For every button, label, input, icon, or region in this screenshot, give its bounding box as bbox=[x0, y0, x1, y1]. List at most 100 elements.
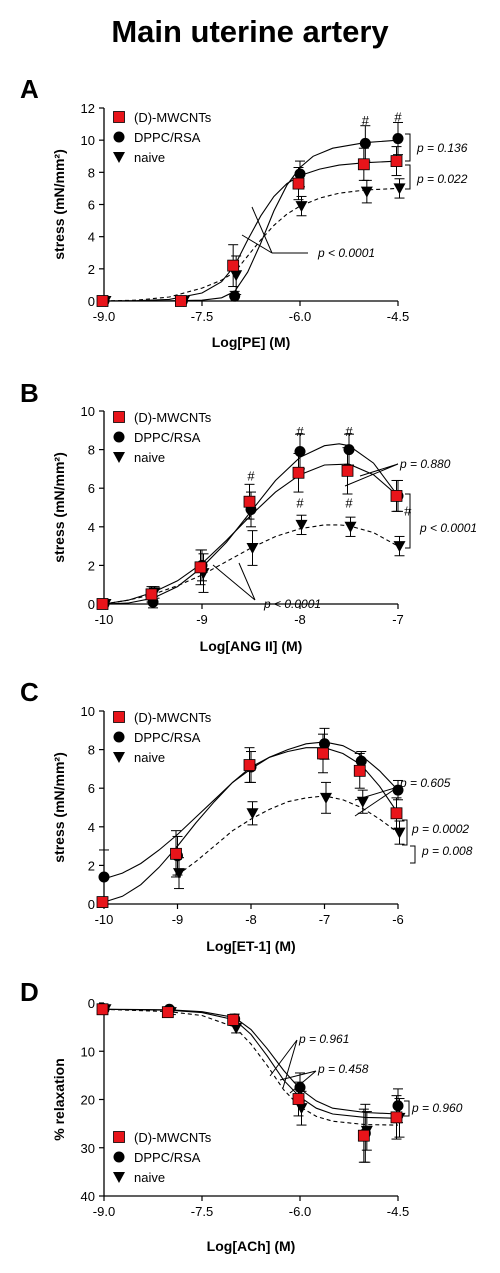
data-point bbox=[96, 896, 109, 908]
y-tick-label: 40 bbox=[81, 1189, 95, 1204]
significance-mark: # bbox=[394, 110, 402, 125]
fit-curve bbox=[103, 160, 399, 302]
y-tick-label: 0 bbox=[88, 996, 95, 1011]
fit-curve bbox=[103, 187, 399, 302]
data-point bbox=[194, 561, 207, 574]
data-point bbox=[96, 598, 109, 610]
data-point bbox=[392, 133, 404, 145]
data-point bbox=[393, 827, 406, 839]
annotation-line bbox=[405, 493, 411, 549]
panel-a: A 0 2 4 6 8 10 12 -9.0 -7.5 -6.0 -4.5 Log[PE] (M) str… bbox=[20, 74, 409, 350]
x-tick-label: -8 bbox=[245, 912, 257, 927]
y-tick-label: 8 bbox=[88, 743, 95, 758]
legend-marker bbox=[113, 711, 125, 723]
data-point bbox=[295, 201, 308, 213]
x-tick-label: -4.5 bbox=[387, 309, 409, 324]
data-point bbox=[319, 738, 330, 750]
annotation-line bbox=[405, 133, 411, 162]
data-point bbox=[390, 1111, 403, 1124]
legend-marker bbox=[113, 452, 125, 463]
fit-curve bbox=[103, 1008, 399, 1126]
fit-curve bbox=[103, 139, 399, 302]
x-tick-label: -7 bbox=[392, 612, 404, 627]
x-tick-label: -7 bbox=[319, 912, 331, 927]
p-value-label: p = 0.022 bbox=[416, 172, 468, 186]
data-point bbox=[355, 755, 367, 767]
y-tick-label: 12 bbox=[81, 101, 95, 116]
annotation-line bbox=[269, 1039, 298, 1089]
y-tick-label: 2 bbox=[88, 262, 95, 277]
p-value-label: p < 0.0001 bbox=[317, 246, 375, 260]
x-tick-label: -6.0 bbox=[289, 309, 311, 324]
x-tick-label: -4.5 bbox=[387, 1204, 409, 1219]
data-point bbox=[246, 808, 259, 820]
y-tick-label: 4 bbox=[88, 820, 95, 835]
y-tick-label: 0 bbox=[88, 294, 95, 309]
legend-marker bbox=[113, 1131, 125, 1143]
data-point bbox=[357, 158, 370, 171]
panel-b: B 0 2 4 6 8 10 -10 -9 -8 -7 Log[ANG II] (M) stress (… bbox=[20, 378, 412, 654]
panel-letter: C bbox=[20, 677, 39, 707]
y-tick-label: 2 bbox=[88, 858, 95, 873]
p-value-label: p = 0.136 bbox=[416, 141, 468, 155]
data-point bbox=[357, 1129, 370, 1142]
legend-label: naive bbox=[134, 1170, 165, 1185]
data-point bbox=[294, 1081, 306, 1093]
x-axis-title: Log[ANG II] (M) bbox=[200, 638, 303, 654]
p-value-label: p < 0.0001 bbox=[419, 521, 477, 535]
x-axis-title: Log[ACh] (M) bbox=[207, 1238, 296, 1254]
y-tick-label: 2 bbox=[88, 558, 95, 573]
data-point bbox=[145, 588, 158, 601]
data-point bbox=[96, 295, 109, 307]
significance-mark: # bbox=[345, 496, 353, 511]
y-tick-label: 4 bbox=[88, 230, 95, 245]
data-point bbox=[390, 155, 403, 167]
legend-label: naive bbox=[134, 450, 165, 465]
panel-letter: D bbox=[20, 977, 39, 1007]
data-point bbox=[243, 759, 256, 771]
x-tick-label: -9 bbox=[196, 612, 208, 627]
annotation-line bbox=[402, 819, 408, 846]
x-tick-label: -7.5 bbox=[191, 1204, 213, 1219]
p-value-label: p = 0.605 bbox=[399, 776, 451, 790]
legend-label: DPPC/RSA bbox=[134, 430, 201, 445]
panel-letter: B bbox=[20, 378, 39, 408]
legend-marker bbox=[113, 752, 125, 763]
data-point bbox=[393, 541, 406, 553]
data-point bbox=[246, 543, 259, 555]
data-point bbox=[292, 177, 305, 190]
p-value-label: p = 0.880 bbox=[399, 457, 451, 471]
legend-label: naive bbox=[134, 150, 165, 165]
legend-label: (D)-MWCNTs bbox=[134, 410, 212, 425]
y-tick-label: 10 bbox=[81, 704, 95, 719]
data-point bbox=[317, 747, 329, 760]
data-point bbox=[320, 792, 332, 804]
annotation-line bbox=[405, 164, 411, 190]
y-axis-title: stress (mN/mm²) bbox=[51, 752, 67, 862]
data-point bbox=[295, 1103, 308, 1115]
data-point bbox=[341, 464, 354, 477]
legend-label: (D)-MWCNTs bbox=[134, 710, 212, 725]
x-axis-title: Log[PE] (M) bbox=[212, 334, 291, 350]
fit-curve bbox=[103, 1008, 399, 1115]
legend-marker bbox=[113, 431, 125, 443]
data-point bbox=[227, 1013, 240, 1026]
y-tick-label: 8 bbox=[88, 443, 95, 458]
significance-mark: # bbox=[247, 469, 255, 484]
x-tick-label: -6 bbox=[392, 912, 404, 927]
legend-label: (D)-MWCNTs bbox=[134, 110, 212, 125]
y-tick-label: 6 bbox=[88, 198, 95, 213]
x-tick-label: -9 bbox=[172, 912, 184, 927]
data-point bbox=[360, 186, 373, 198]
p-value-label: p = 0.458 bbox=[317, 1062, 369, 1076]
y-tick-label: 10 bbox=[81, 404, 95, 419]
p-value-label: p = 0.0002 bbox=[411, 822, 469, 836]
annotation-line bbox=[404, 1100, 410, 1117]
data-point bbox=[227, 259, 240, 272]
data-point bbox=[295, 519, 308, 531]
annotation-line bbox=[241, 206, 273, 254]
fit-curve bbox=[177, 795, 399, 876]
legend-marker bbox=[113, 731, 125, 743]
data-point bbox=[294, 168, 306, 180]
